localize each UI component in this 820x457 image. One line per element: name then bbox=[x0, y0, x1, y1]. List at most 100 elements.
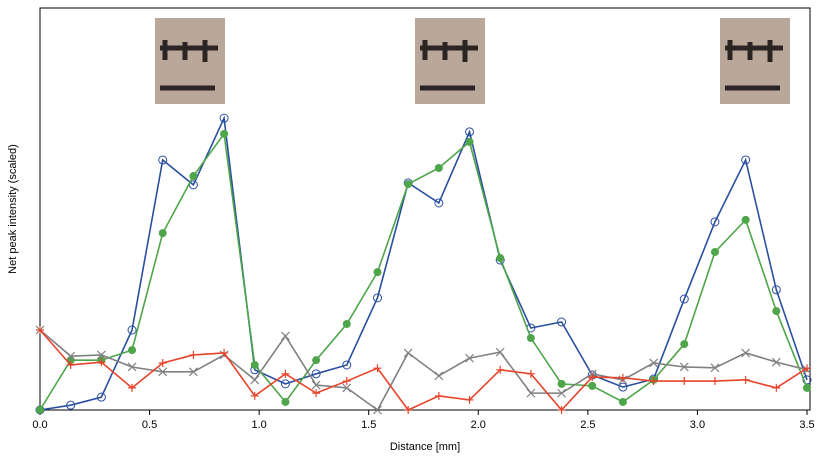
point bbox=[97, 358, 106, 367]
point bbox=[36, 406, 44, 414]
x-tick-label: 0.5 bbox=[142, 419, 157, 431]
x-tick-label: 3.5 bbox=[799, 419, 814, 431]
point bbox=[311, 369, 321, 379]
series-line bbox=[39, 115, 808, 411]
point bbox=[741, 155, 751, 165]
point bbox=[158, 229, 167, 238]
point bbox=[66, 400, 76, 410]
point bbox=[158, 155, 168, 165]
thumbnail-script bbox=[160, 40, 218, 91]
point bbox=[158, 358, 167, 367]
point bbox=[312, 389, 321, 398]
point bbox=[618, 382, 628, 392]
point bbox=[710, 363, 720, 373]
point bbox=[618, 397, 627, 406]
point bbox=[404, 406, 413, 414]
point bbox=[803, 364, 811, 373]
point bbox=[128, 346, 137, 355]
point bbox=[434, 198, 444, 208]
point bbox=[771, 357, 781, 367]
point bbox=[710, 217, 720, 227]
point bbox=[158, 367, 168, 377]
point bbox=[588, 373, 597, 382]
point bbox=[96, 392, 106, 402]
point bbox=[281, 369, 290, 378]
thumbnail bbox=[415, 18, 485, 104]
point bbox=[772, 383, 781, 392]
point bbox=[710, 377, 719, 386]
point bbox=[772, 307, 781, 316]
point bbox=[189, 172, 198, 181]
thumbnail bbox=[720, 18, 790, 104]
thumbnail-image bbox=[415, 18, 485, 104]
x-tick-label: 2.5 bbox=[580, 419, 595, 431]
point bbox=[557, 406, 566, 414]
point bbox=[96, 350, 106, 360]
y-axis-label: Net peak intensity (scaled) bbox=[7, 144, 19, 274]
point bbox=[128, 383, 137, 392]
point bbox=[373, 405, 382, 415]
point bbox=[526, 334, 535, 343]
point bbox=[127, 325, 137, 335]
point bbox=[434, 371, 444, 381]
thumbnail bbox=[155, 18, 225, 104]
point bbox=[342, 360, 352, 370]
point bbox=[649, 358, 659, 368]
point bbox=[250, 375, 260, 385]
point bbox=[465, 395, 474, 404]
point bbox=[465, 137, 474, 146]
thumbnail-script bbox=[420, 40, 478, 91]
point bbox=[372, 293, 382, 303]
point bbox=[741, 375, 750, 384]
point bbox=[434, 391, 443, 400]
point bbox=[36, 326, 44, 335]
point bbox=[342, 383, 352, 393]
point bbox=[526, 388, 536, 398]
point bbox=[588, 381, 597, 390]
point bbox=[281, 397, 290, 406]
x-axis-label: Distance [mm] bbox=[390, 441, 460, 453]
series-line bbox=[39, 329, 808, 412]
series-line bbox=[39, 131, 808, 411]
thumbnail-script bbox=[725, 40, 783, 91]
point bbox=[434, 163, 443, 172]
point bbox=[557, 317, 567, 327]
point bbox=[465, 353, 474, 363]
point bbox=[741, 348, 751, 358]
point bbox=[557, 388, 566, 398]
point bbox=[680, 340, 689, 349]
x-tick-label: 3.0 bbox=[690, 419, 705, 431]
point bbox=[219, 113, 229, 123]
plot-frame bbox=[39, 7, 811, 411]
point bbox=[403, 348, 413, 358]
point bbox=[281, 331, 290, 341]
point bbox=[220, 348, 229, 357]
point bbox=[312, 356, 321, 365]
point bbox=[220, 129, 229, 138]
x-tick-label: 2.0 bbox=[471, 419, 486, 431]
thumbnail-image bbox=[155, 18, 225, 104]
series-line bbox=[39, 329, 808, 412]
point bbox=[680, 377, 689, 386]
point bbox=[66, 351, 76, 361]
x-tick-label: 1.5 bbox=[361, 419, 376, 431]
point bbox=[250, 360, 259, 369]
point bbox=[342, 377, 351, 386]
point bbox=[404, 180, 413, 189]
point bbox=[771, 285, 781, 295]
x-tick-label: 0.0 bbox=[32, 419, 47, 431]
point bbox=[188, 367, 198, 377]
point bbox=[557, 379, 566, 388]
point bbox=[127, 362, 137, 372]
point bbox=[66, 360, 75, 369]
point bbox=[495, 347, 505, 357]
point bbox=[496, 254, 505, 263]
point bbox=[311, 380, 321, 390]
point bbox=[373, 364, 382, 373]
point bbox=[342, 319, 351, 328]
point bbox=[250, 391, 259, 400]
point bbox=[618, 373, 627, 382]
point bbox=[649, 377, 658, 386]
point bbox=[496, 365, 505, 374]
